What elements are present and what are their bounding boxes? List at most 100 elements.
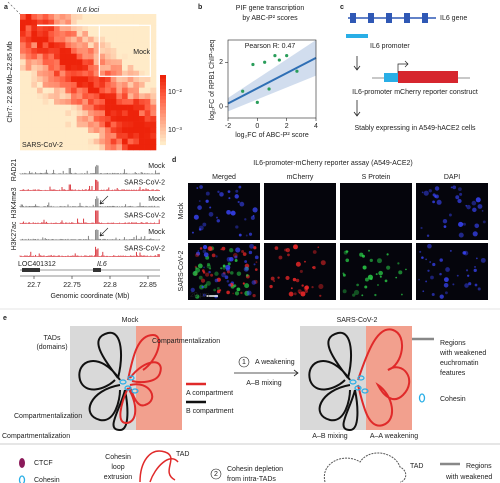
track-name: H3K4me3 (11, 187, 18, 218)
heatmap-cell (20, 14, 26, 20)
cell (386, 265, 391, 270)
heatmap-cell (25, 93, 32, 100)
heatmap-cell (105, 53, 111, 60)
point (277, 58, 281, 62)
heatmap-cell (20, 19, 26, 26)
cell (235, 189, 239, 193)
heatmap-cell (54, 48, 60, 54)
heatmap-cell (42, 127, 49, 134)
heatmap-cell (133, 110, 140, 117)
heatmap-cell (54, 133, 60, 139)
heatmap-cell (88, 70, 94, 77)
heatmap-cell (133, 138, 140, 145)
cell (428, 189, 432, 193)
cell (208, 246, 213, 252)
heatmap-cell (25, 138, 32, 145)
heatmap-cell (127, 76, 134, 83)
heatmap-cell (139, 14, 145, 20)
heatmap-cell (65, 82, 72, 88)
heatmap-cell (150, 70, 157, 77)
heatmap-cell (76, 42, 83, 49)
heatmap-cell (37, 133, 43, 139)
cell (300, 291, 306, 297)
heatmap-cell (42, 110, 49, 117)
heatmap-cell (31, 70, 38, 77)
heatmap-cell (88, 104, 94, 111)
heatmap-cell (150, 48, 157, 54)
heatmap-cell (150, 144, 157, 151)
heatmap-cell (88, 99, 94, 105)
heatmap-cell (116, 82, 123, 88)
heatmap-cell (99, 14, 106, 20)
heatmap-cell (105, 116, 111, 122)
cell (430, 275, 434, 280)
heatmap-cell (99, 133, 106, 139)
heatmap-cell (99, 127, 106, 134)
tss-arrow (397, 60, 409, 73)
panel-title: by ABC-P² scores (242, 15, 298, 22)
heatmap-cell (20, 93, 26, 100)
heatmap-cell (42, 116, 49, 122)
cell (222, 264, 226, 268)
heatmap-cell (99, 53, 106, 60)
cell (238, 233, 242, 237)
cell (227, 190, 231, 194)
heatmap-cell (105, 121, 111, 128)
heatmap-cell (127, 138, 134, 145)
heatmap-cell (54, 36, 60, 43)
cell (221, 246, 226, 251)
heatmap-cell (37, 25, 43, 32)
heatmap-cell (42, 59, 49, 66)
heatmap-cell (88, 93, 94, 100)
heatmap-cell (139, 87, 145, 94)
heatmap-cell (82, 19, 89, 26)
cell (320, 260, 326, 266)
cell (226, 280, 230, 283)
track-condition: Mock (148, 163, 165, 170)
heatmap-cell (25, 121, 32, 128)
heatmap-cell (122, 87, 128, 94)
point (295, 69, 299, 73)
heatmap-cell (88, 42, 94, 49)
heatmap-cell (122, 59, 128, 66)
cell (222, 266, 226, 270)
heatmap-cell (20, 116, 26, 122)
heatmap-cell (110, 42, 117, 49)
cell (432, 200, 436, 204)
cell (432, 262, 436, 267)
cell (361, 294, 364, 297)
heatmap-cell (150, 138, 157, 145)
x-tick-label: 22.85 (139, 282, 157, 289)
heatmap-cell (88, 82, 94, 88)
ctcf-icon (19, 458, 25, 468)
heatmap-cell (133, 65, 140, 71)
cell (203, 266, 206, 269)
colorbar-step (160, 117, 166, 121)
heatmap-cell (105, 104, 111, 111)
cell (474, 223, 480, 229)
heatmap-cell (42, 70, 49, 77)
heatmap-cell (110, 25, 117, 32)
heatmap-cell (93, 104, 100, 111)
heatmap-cell (122, 116, 128, 122)
cell (236, 271, 242, 276)
heatmap-cell (88, 110, 94, 117)
heatmap-cell (133, 36, 140, 43)
cell (457, 198, 462, 204)
cell (376, 284, 380, 287)
heatmap-cell (133, 25, 140, 32)
cell (292, 277, 297, 282)
heatmap-cell (65, 121, 72, 128)
micrograph (188, 243, 260, 300)
heatmap-cell (133, 116, 140, 122)
heatmap-cell (88, 53, 94, 60)
heatmap-cell (127, 70, 134, 77)
annotation: A–A weakening (370, 433, 418, 440)
x-tick-label: -2 (225, 123, 231, 130)
cell (452, 283, 455, 286)
cell (427, 243, 432, 249)
heatmap-cell (48, 42, 55, 49)
heatmap-cell (93, 31, 100, 37)
colorbar-tick: 10⁻³ (168, 127, 182, 134)
heatmap-cell (99, 87, 106, 94)
